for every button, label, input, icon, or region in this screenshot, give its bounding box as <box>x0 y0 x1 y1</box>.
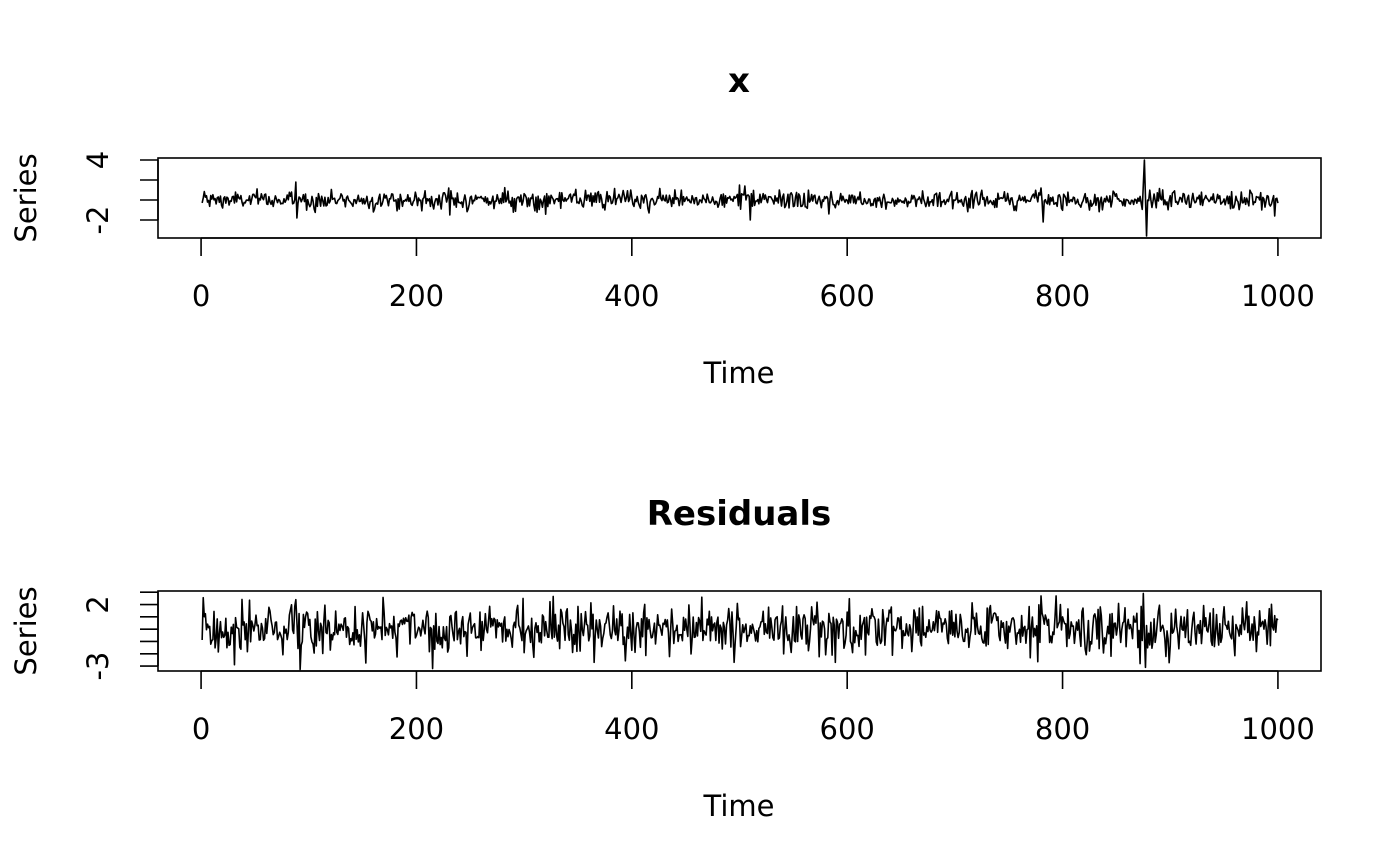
x-tick-label: 0 <box>192 279 210 313</box>
y-tick-label: 2 <box>81 595 115 613</box>
y-axis: -3 2 <box>81 591 159 681</box>
x-tick-label: 200 <box>389 712 444 746</box>
chart-title: Residuals <box>647 494 832 534</box>
x-tick-label: 0 <box>192 712 210 746</box>
x-tick-label: 800 <box>1035 712 1090 746</box>
x-axis-label: Time <box>703 789 775 823</box>
y-tick-label: 4 <box>81 151 115 169</box>
x-tick-label: 200 <box>389 279 444 313</box>
x-axis: 0 200 400 600 800 1000 <box>192 670 1315 746</box>
y-axis: -2 4 <box>81 151 159 235</box>
x-tick-label: 400 <box>604 712 659 746</box>
x-axis-label: Time <box>703 356 775 390</box>
panel-x: x 0 200 400 600 800 1000 -2 4 Time Series <box>9 61 1322 390</box>
x-tick-label: 400 <box>604 279 659 313</box>
x-tick-label: 1000 <box>1241 279 1315 313</box>
series-line <box>201 592 1279 671</box>
series-line <box>201 159 1279 237</box>
x-tick-label: 600 <box>820 712 875 746</box>
x-tick-label: 600 <box>820 279 875 313</box>
x-tick-label: 800 <box>1035 279 1090 313</box>
panel-residuals: Residuals 0 200 400 600 800 1000 -3 2 Time Ser… <box>9 494 1322 823</box>
chart-title: x <box>728 61 750 101</box>
x-axis: 0 200 400 600 800 1000 <box>192 237 1315 313</box>
y-axis-label: Series <box>9 586 43 675</box>
x-tick-label: 1000 <box>1241 712 1315 746</box>
y-axis-label: Series <box>9 153 43 242</box>
y-tick-label: -3 <box>81 652 115 681</box>
y-tick-label: -2 <box>81 206 115 235</box>
